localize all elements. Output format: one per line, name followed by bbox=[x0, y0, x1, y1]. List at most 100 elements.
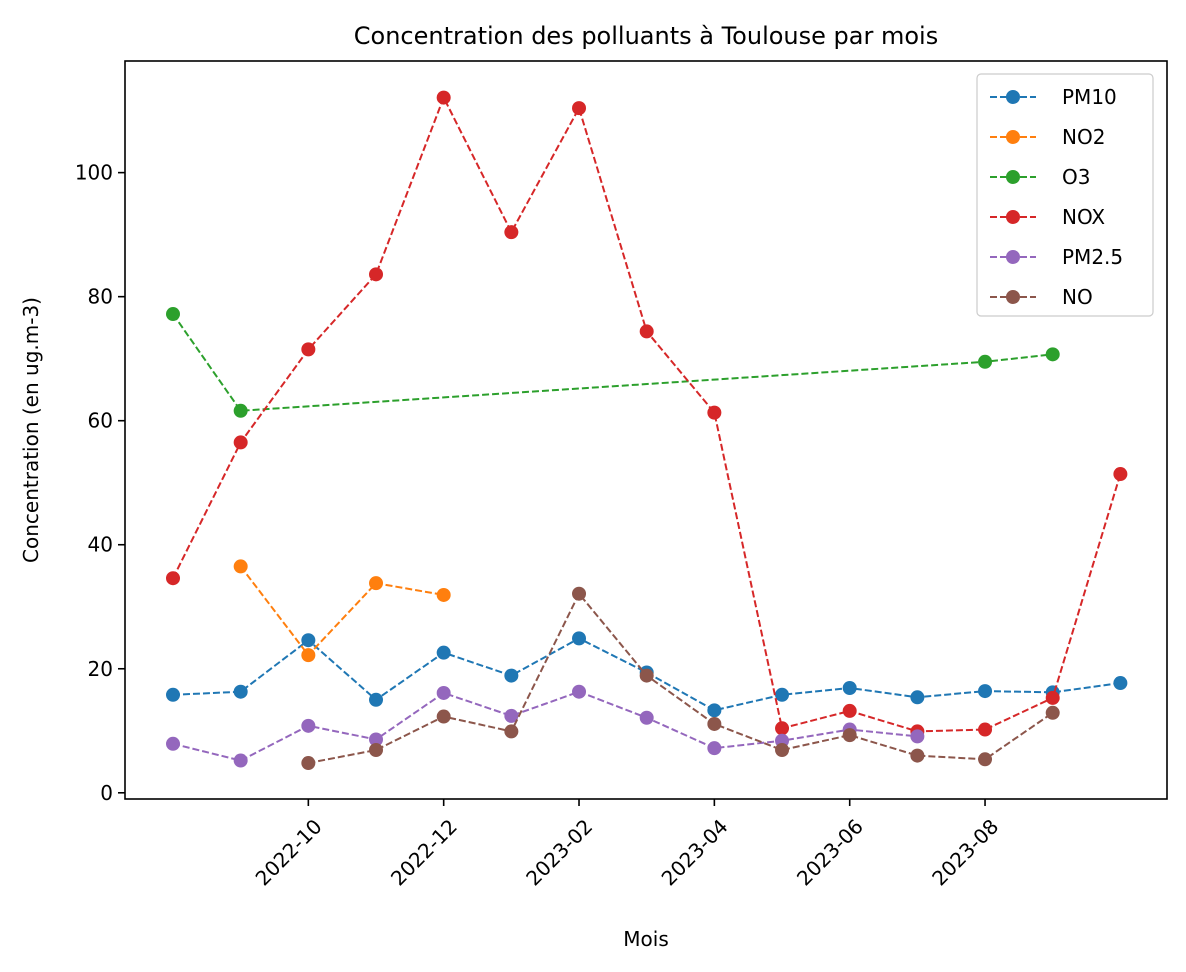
legend-box bbox=[976, 73, 1154, 317]
data-point bbox=[369, 732, 384, 747]
data-point bbox=[504, 225, 519, 240]
x-tick-label: 2023-04 bbox=[657, 814, 733, 890]
data-point bbox=[369, 267, 384, 282]
legend-label: PM2.5 bbox=[1062, 245, 1123, 269]
data-point bbox=[301, 342, 316, 357]
data-point bbox=[504, 668, 519, 683]
data-point bbox=[233, 559, 248, 574]
data-point bbox=[504, 708, 519, 723]
data-point bbox=[910, 729, 925, 744]
series-line bbox=[308, 591, 1054, 765]
data-point bbox=[301, 633, 316, 648]
x-tick-label: 2022-10 bbox=[251, 814, 327, 890]
y-tick-label: 60 bbox=[88, 409, 113, 433]
legend-marker bbox=[1006, 90, 1020, 104]
data-point bbox=[775, 743, 790, 758]
y-tick-label: 80 bbox=[88, 285, 113, 309]
data-point bbox=[166, 571, 180, 586]
data-point bbox=[369, 692, 384, 707]
x-axis: 2022-10 2022-12 2023-02 2023-04 2023-06 2023-… bbox=[251, 799, 1003, 890]
y-axis-label: Concentration (en ug.m-3) bbox=[19, 297, 43, 563]
data-point bbox=[233, 403, 248, 418]
data-point bbox=[369, 576, 384, 591]
legend-label: PM10 bbox=[1062, 85, 1117, 109]
data-point bbox=[166, 736, 180, 751]
legend-label: NO bbox=[1062, 285, 1093, 309]
chart-title: Concentration des polluants à Toulouse p… bbox=[354, 22, 938, 50]
data-point bbox=[639, 324, 654, 339]
series-nox bbox=[166, 90, 1128, 739]
data-point bbox=[572, 101, 587, 116]
x-tick-label: 2023-06 bbox=[792, 814, 868, 890]
data-point bbox=[1045, 705, 1060, 720]
data-point bbox=[166, 687, 180, 702]
data-point bbox=[842, 703, 857, 718]
data-point bbox=[910, 690, 925, 705]
y-tick-label: 100 bbox=[75, 161, 113, 185]
data-point bbox=[707, 716, 722, 731]
legend-marker bbox=[1006, 170, 1020, 184]
series-line bbox=[172, 690, 918, 762]
data-point bbox=[436, 587, 451, 602]
data-point bbox=[436, 645, 451, 660]
x-tick-label: 2022-12 bbox=[386, 814, 462, 890]
data-point bbox=[707, 405, 722, 420]
legend-label: NOX bbox=[1062, 205, 1105, 229]
data-point bbox=[978, 354, 993, 369]
data-point bbox=[233, 435, 248, 450]
series-pm10 bbox=[166, 631, 1128, 718]
data-point bbox=[301, 648, 316, 663]
data-point bbox=[910, 748, 925, 763]
legend-marker bbox=[1006, 290, 1020, 304]
data-point bbox=[572, 631, 587, 646]
series-line bbox=[172, 637, 1121, 712]
legend-marker bbox=[1006, 250, 1020, 264]
data-point bbox=[301, 718, 316, 733]
legend-marker bbox=[1006, 210, 1020, 224]
data-point bbox=[978, 722, 993, 737]
data-point bbox=[301, 756, 316, 771]
series-line bbox=[239, 565, 444, 657]
data-point bbox=[233, 753, 248, 768]
data-point bbox=[572, 586, 587, 601]
x-tick-label: 2023-02 bbox=[521, 814, 597, 890]
data-point bbox=[707, 741, 722, 756]
data-point bbox=[639, 668, 654, 683]
plot-area bbox=[124, 60, 1168, 800]
series-layer bbox=[166, 90, 1128, 771]
data-point bbox=[978, 752, 993, 767]
data-point bbox=[369, 743, 384, 758]
data-point bbox=[1045, 690, 1060, 705]
series-o3 bbox=[166, 307, 1060, 418]
legend-label: O3 bbox=[1062, 165, 1090, 189]
y-tick-label: 20 bbox=[88, 657, 113, 681]
data-point bbox=[842, 680, 857, 695]
data-point bbox=[1113, 676, 1128, 691]
y-tick-label: 40 bbox=[88, 533, 113, 557]
data-point bbox=[707, 703, 722, 718]
x-axis-label: Mois bbox=[623, 927, 668, 951]
y-axis: 0 20 40 60 80 100 bbox=[75, 161, 125, 805]
legend-label: NO2 bbox=[1062, 125, 1105, 149]
data-point bbox=[1113, 467, 1128, 482]
data-point bbox=[436, 709, 451, 724]
data-point bbox=[775, 687, 790, 702]
data-point bbox=[639, 710, 654, 725]
series-line bbox=[172, 313, 1053, 412]
data-point bbox=[572, 684, 587, 699]
data-point bbox=[233, 684, 248, 699]
series-no bbox=[301, 586, 1060, 771]
data-point bbox=[775, 721, 790, 736]
data-point bbox=[504, 724, 519, 739]
data-point bbox=[436, 90, 451, 105]
series-pm2-5 bbox=[166, 684, 925, 768]
data-point bbox=[842, 728, 857, 743]
y-tick-label: 0 bbox=[100, 781, 113, 805]
data-point bbox=[166, 307, 180, 322]
legend-marker bbox=[1006, 130, 1020, 144]
data-point bbox=[436, 685, 451, 700]
data-point bbox=[1045, 347, 1060, 362]
data-point bbox=[978, 684, 993, 699]
legend: PM10 NO2 O3 NOX PM2.5 NO bbox=[976, 73, 1154, 317]
